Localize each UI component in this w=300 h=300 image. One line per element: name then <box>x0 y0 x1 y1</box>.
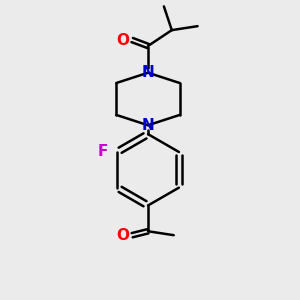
Text: N: N <box>142 118 154 133</box>
Text: N: N <box>142 65 154 80</box>
Text: O: O <box>116 32 129 47</box>
Text: F: F <box>98 145 108 160</box>
Text: O: O <box>116 228 129 243</box>
